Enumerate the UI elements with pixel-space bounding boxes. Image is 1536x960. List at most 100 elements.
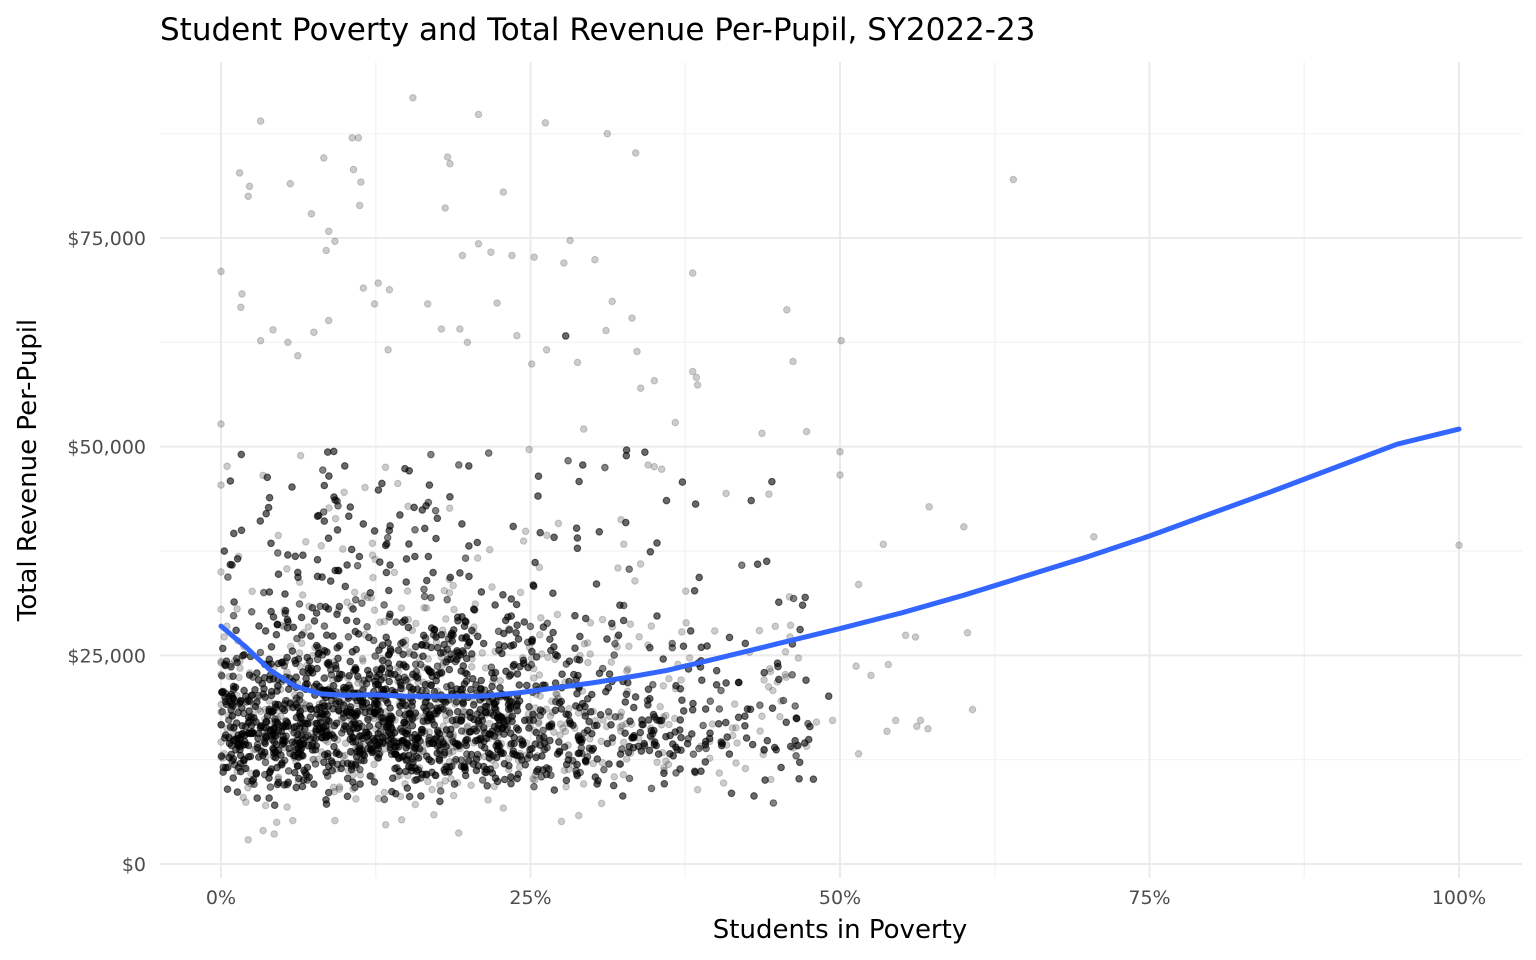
data-point (614, 564, 622, 572)
data-point (396, 792, 405, 801)
data-point (404, 771, 412, 780)
data-point (317, 748, 326, 756)
data-point (722, 741, 731, 749)
data-point (261, 801, 270, 810)
data-point (236, 664, 244, 673)
data-point (561, 727, 570, 736)
data-point (356, 771, 365, 779)
data-point (647, 622, 656, 630)
data-point (487, 756, 496, 764)
data-point (245, 669, 254, 677)
data-point (239, 759, 248, 768)
data-point (469, 757, 478, 766)
data-point (393, 772, 402, 781)
data-point (623, 687, 632, 696)
data-point (557, 817, 566, 826)
data-points (217, 94, 1463, 844)
data-point (879, 540, 888, 549)
data-point (442, 716, 451, 724)
data-point (537, 614, 545, 622)
data-point (450, 649, 459, 658)
data-point (333, 765, 341, 773)
data-point (369, 673, 378, 681)
data-point (773, 678, 782, 686)
data-point (321, 726, 330, 735)
data-point (428, 718, 437, 727)
data-point (226, 735, 234, 744)
data-point (560, 766, 569, 775)
data-point (705, 737, 714, 746)
data-point (461, 728, 470, 736)
data-point (628, 314, 636, 322)
major-grid (160, 62, 1522, 878)
data-point (451, 721, 460, 729)
data-point (467, 663, 476, 671)
data-point (235, 169, 244, 177)
data-point (1455, 541, 1463, 550)
data-point (525, 445, 534, 454)
data-point (262, 752, 270, 761)
data-point (395, 700, 404, 708)
data-point (453, 720, 461, 729)
data-point (515, 763, 524, 771)
data-point (441, 777, 450, 785)
data-point (613, 633, 622, 642)
data-point (421, 729, 429, 738)
data-point (330, 733, 339, 741)
data-point (485, 734, 494, 743)
data-point (270, 830, 279, 838)
data-point (274, 775, 282, 783)
data-point (261, 705, 270, 714)
data-point (422, 740, 431, 749)
data-point (341, 751, 349, 760)
data-point (445, 504, 454, 513)
data-point (608, 623, 617, 631)
data-point (249, 746, 258, 754)
data-point (357, 178, 365, 186)
data-point (360, 592, 369, 600)
data-point (916, 716, 925, 725)
data-point (403, 704, 411, 713)
data-point (580, 708, 589, 717)
data-point (217, 657, 226, 666)
data-point (372, 749, 381, 757)
data-point (419, 652, 427, 661)
data-point (589, 707, 598, 716)
data-point (566, 720, 575, 729)
data-point (223, 724, 231, 733)
data-point (323, 738, 332, 746)
data-point (298, 698, 307, 707)
data-point (265, 697, 274, 705)
data-point (765, 490, 773, 499)
data-point (456, 325, 464, 333)
data-point (522, 739, 531, 747)
data-point (299, 716, 308, 724)
data-point (409, 712, 418, 721)
data-point (665, 720, 673, 729)
data-point (467, 781, 475, 790)
data-point (329, 783, 338, 792)
data-point (530, 711, 539, 720)
data-point (397, 702, 406, 710)
data-point (867, 671, 875, 680)
data-point (412, 619, 420, 628)
data-point (760, 676, 768, 684)
data-point (324, 227, 333, 236)
data-point (231, 656, 239, 665)
data-point (677, 676, 685, 684)
data-point (613, 643, 622, 651)
data-point (340, 488, 348, 497)
data-point (685, 654, 694, 662)
data-point (290, 691, 299, 699)
data-point (276, 761, 284, 769)
data-point (251, 745, 260, 753)
data-point (358, 655, 367, 663)
data-point (514, 756, 523, 765)
data-point (468, 655, 476, 663)
data-point (758, 429, 766, 438)
data-point (359, 685, 367, 693)
data-point (496, 721, 505, 730)
data-point (782, 673, 791, 682)
data-point (273, 714, 282, 723)
data-point (445, 589, 454, 597)
